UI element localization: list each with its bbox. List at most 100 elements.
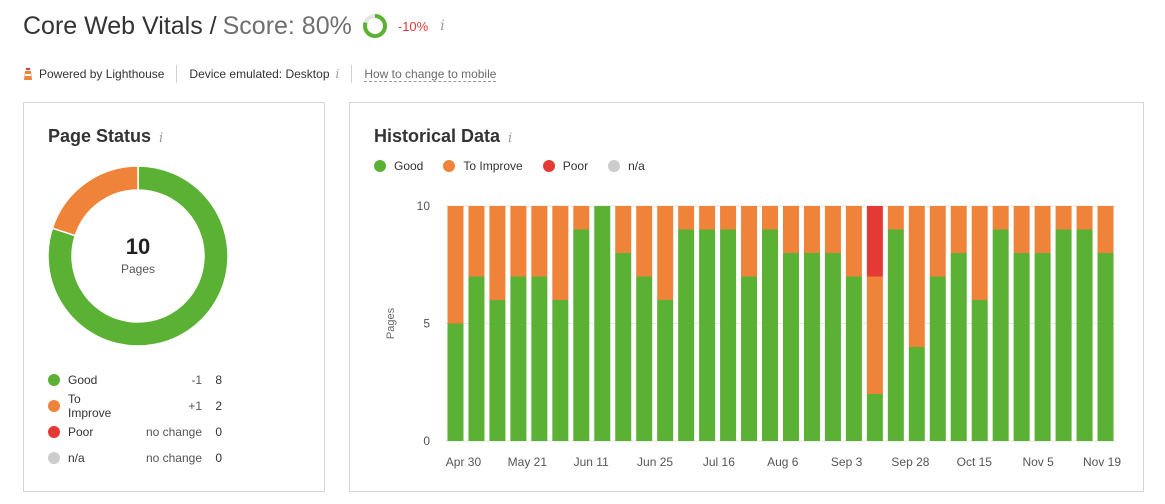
bar-segment-to-improve[interactable] (803, 206, 820, 253)
info-icon[interactable]: i (159, 131, 164, 146)
historical-legend: Good To Improve Poor n/a (374, 159, 665, 173)
bar-segment-good[interactable] (552, 300, 569, 441)
bar-segment-good[interactable] (929, 276, 946, 442)
score-delta: -10% (397, 18, 429, 34)
bar-segment-good[interactable] (573, 229, 590, 442)
bar-segment-good[interactable] (845, 276, 862, 442)
bar-segment-good[interactable] (1076, 229, 1093, 442)
bar-segment-to-improve[interactable] (699, 206, 716, 230)
y-axis-label: Pages (385, 307, 397, 339)
bar-segment-good[interactable] (615, 253, 632, 441)
bar-segment-to-improve[interactable] (468, 206, 485, 277)
device-emulated-text: Device emulated: Desktop (189, 67, 330, 81)
bar-segment-good[interactable] (762, 229, 779, 442)
bar-segment-good[interactable] (510, 276, 527, 442)
legend-label: To Improve (463, 159, 523, 173)
bar-segment-good[interactable] (657, 300, 674, 441)
status-row-na[interactable]: n/a no change 0 (48, 445, 222, 471)
bar-segment-good[interactable] (1055, 229, 1072, 442)
bar-segment-to-improve[interactable] (657, 206, 674, 300)
bar-segment-to-improve[interactable] (678, 206, 695, 230)
bar-segment-good[interactable] (803, 253, 820, 441)
info-icon[interactable]: i (440, 18, 445, 34)
how-to-change-link[interactable]: How to change to mobile (364, 66, 497, 82)
bar-segment-good[interactable] (636, 276, 653, 442)
bar-segment-to-improve[interactable] (741, 206, 758, 277)
bar-segment-to-improve[interactable] (929, 206, 946, 277)
bar-segment-to-improve[interactable] (908, 206, 925, 347)
bar-segment-good[interactable] (1013, 253, 1030, 441)
bar-segment-to-improve[interactable] (824, 206, 841, 253)
bar-segment-good[interactable] (489, 300, 506, 441)
info-icon[interactable]: i (335, 67, 340, 81)
bar-segment-to-improve[interactable] (782, 206, 799, 253)
donut-slice-good[interactable] (47, 165, 229, 347)
bar-segment-good[interactable] (950, 253, 967, 441)
bar-segment-good[interactable] (908, 347, 925, 441)
bar-segment-good[interactable] (824, 253, 841, 441)
bar-segment-to-improve[interactable] (1097, 206, 1114, 253)
bar-segment-to-improve[interactable] (447, 206, 464, 324)
bar-segment-to-improve[interactable] (531, 206, 548, 277)
bar-segment-to-improve[interactable] (720, 206, 737, 230)
bar-segment-good[interactable] (1034, 253, 1051, 441)
bar-segment-to-improve[interactable] (552, 206, 569, 300)
bar-segment-good[interactable] (887, 229, 904, 442)
status-row-good[interactable]: Good -1 8 (48, 367, 222, 393)
bar-segment-to-improve[interactable] (1076, 206, 1093, 230)
info-icon[interactable]: i (508, 131, 513, 146)
status-row-to-improve[interactable]: To Improve +1 2 (48, 392, 222, 420)
legend-item-poor[interactable]: Poor (542, 159, 588, 173)
bar-segment-good[interactable] (531, 276, 548, 442)
bar-segment-to-improve[interactable] (971, 206, 988, 300)
legend-item-na[interactable]: n/a (608, 159, 645, 173)
bar-segment-to-improve[interactable] (887, 206, 904, 230)
bar-segment-good[interactable] (866, 394, 883, 441)
bar-segment-to-improve[interactable] (1013, 206, 1030, 253)
bar-segment-to-improve[interactable] (573, 206, 590, 230)
legend-label: Good (394, 159, 424, 173)
status-delta: no change (145, 425, 202, 439)
bar-segment-to-improve[interactable] (1034, 206, 1051, 253)
bar-segment-to-improve[interactable] (1055, 206, 1072, 230)
bar-segment-good[interactable] (594, 206, 611, 441)
bar-segment-good[interactable] (782, 253, 799, 441)
bar-segment-to-improve[interactable] (489, 206, 506, 300)
bar-segment-to-improve[interactable] (636, 206, 653, 277)
x-tick-label: May 21 (508, 455, 548, 469)
na-dot (608, 160, 621, 172)
good-dot (48, 374, 60, 386)
bar-segment-to-improve[interactable] (992, 206, 1009, 230)
x-tick-label: Sep 28 (891, 455, 929, 469)
status-delta: no change (145, 451, 202, 465)
bar-segment-good[interactable] (992, 229, 1009, 442)
status-name: Good (68, 373, 98, 387)
to-improve-dot (48, 400, 60, 412)
good-dot (374, 160, 386, 172)
bar-segment-to-improve[interactable] (615, 206, 632, 253)
bar-segment-good[interactable] (971, 300, 988, 441)
status-row-poor[interactable]: Poor no change 0 (48, 419, 222, 445)
bar-segment-good[interactable] (1097, 253, 1114, 441)
bar-segment-to-improve[interactable] (866, 276, 883, 395)
donut-slice-to-improve[interactable] (51, 165, 139, 237)
chart-plot: 0 5 10 Pages Apr 30 May 21 Jun 11 Jun 25 Jul 16 A… (385, 199, 1121, 469)
bar-segment-to-improve[interactable] (762, 206, 779, 230)
x-tick-label: Oct 15 (957, 455, 993, 469)
status-name: To Improve (68, 392, 112, 420)
bar-segment-good[interactable] (447, 323, 464, 442)
legend-item-to-improve[interactable]: To Improve (443, 159, 523, 173)
legend-item-good[interactable]: Good (374, 159, 423, 173)
bar-segment-to-improve[interactable] (950, 206, 967, 253)
bar-segment-to-improve[interactable] (845, 206, 862, 277)
bar-segment-good[interactable] (741, 276, 758, 442)
bar-segment-good[interactable] (678, 229, 695, 442)
x-tick-label: Nov 5 (1022, 455, 1054, 469)
bar-segment-good[interactable] (699, 229, 716, 442)
bar-segment-poor[interactable] (866, 206, 883, 277)
x-tick-label: Jul 16 (703, 455, 735, 469)
status-delta: -1 (191, 373, 202, 387)
bar-segment-good[interactable] (468, 276, 485, 442)
bar-segment-good[interactable] (720, 229, 737, 442)
bar-segment-to-improve[interactable] (510, 206, 527, 277)
